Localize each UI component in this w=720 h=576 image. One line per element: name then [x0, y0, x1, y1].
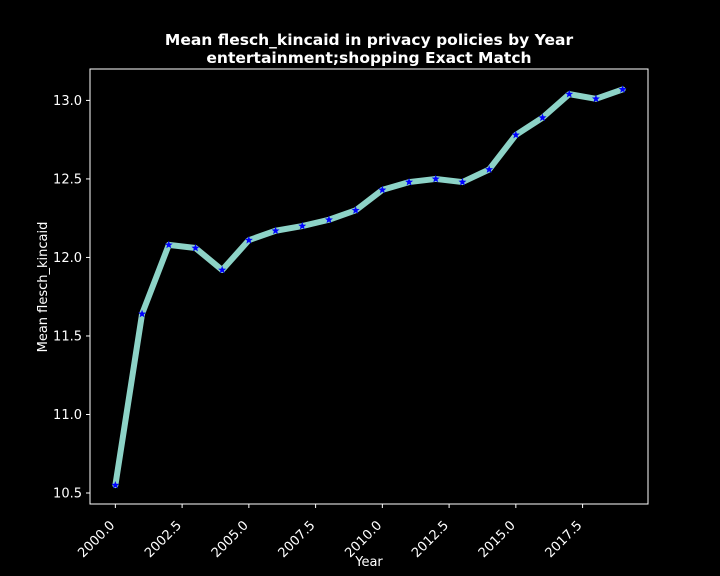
x-tick-label: 2000.0: [75, 518, 118, 561]
data-point-marker: [191, 243, 200, 252]
y-tick-label: 13.0: [53, 94, 82, 109]
y-axis-ticks: 10.5 11.0 11.5 12.0 12.5 13.0: [53, 94, 90, 502]
data-point-marker: [405, 177, 414, 186]
data-point-marker: [458, 177, 467, 186]
data-point-marker: [298, 221, 307, 230]
data-point-marker: [618, 85, 627, 93]
y-tick-label: 12.5: [53, 172, 82, 187]
series-layer: [111, 85, 627, 489]
data-point-marker: [431, 174, 440, 183]
series-line: [112, 86, 626, 489]
y-axis-label: Mean flesch_kincaid: [36, 222, 51, 353]
data-point-marker: [351, 206, 360, 214]
data-point-marker: [565, 89, 574, 98]
data-point-marker: [324, 215, 333, 224]
x-tick-label: 2017.5: [543, 518, 586, 561]
plot-area: [89, 68, 649, 505]
data-point-marker: [538, 113, 547, 122]
chart-subtitle: entertainment;shopping Exact Match: [206, 49, 531, 67]
y-tick-label: 11.5: [53, 329, 82, 344]
x-tick-label: 2002.5: [142, 518, 185, 561]
y-tick-label: 10.5: [53, 487, 82, 502]
data-point-marker: [378, 185, 387, 194]
data-point-marker: [591, 94, 600, 103]
x-tick-label: 2015.0: [476, 518, 519, 561]
data-point-marker: [511, 130, 520, 139]
data-point-marker: [218, 265, 227, 274]
x-tick-label: 2007.5: [276, 518, 319, 561]
y-tick-label: 12.0: [53, 251, 82, 266]
data-point-marker: [111, 480, 120, 489]
data-point-marker: [485, 165, 494, 173]
x-tick-label: 2005.0: [209, 518, 252, 561]
x-tick-label: 2012.5: [409, 518, 452, 561]
data-point-marker: [271, 226, 280, 235]
data-point-marker: [244, 235, 253, 244]
chart-title: Mean flesch_kincaid in privacy policies …: [165, 31, 574, 49]
plot-frame: [89, 68, 649, 505]
data-point-marker: [138, 309, 147, 318]
data-point-marker: [164, 240, 173, 249]
y-tick-label: 11.0: [53, 408, 82, 423]
x-axis-ticks: 2000.0 2002.5 2005.0 2007.5 2010.0 2012.5 2015…: [75, 504, 585, 561]
x-axis-label: Year: [354, 555, 383, 570]
